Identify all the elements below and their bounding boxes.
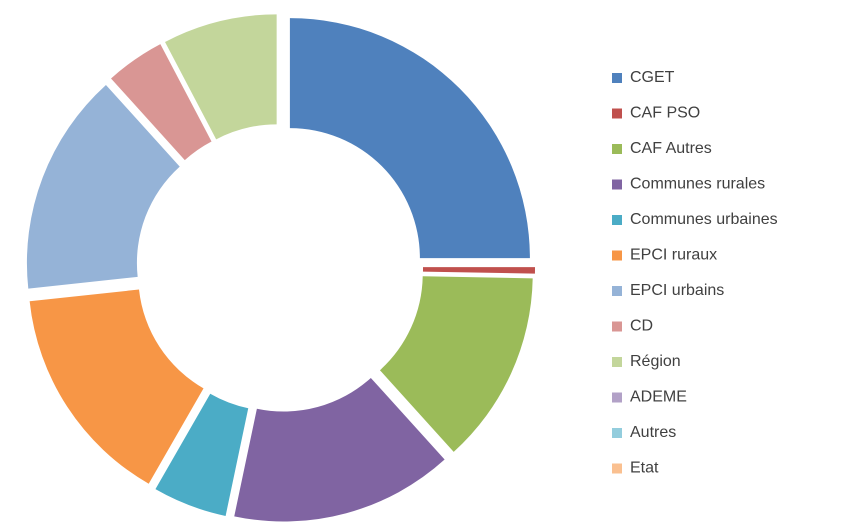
legend-label: Communes urbaines — [630, 211, 778, 228]
legend-label: EPCI urbains — [630, 282, 724, 299]
legend-label: CAF PSO — [630, 105, 700, 122]
legend-swatch — [612, 321, 622, 332]
donut-segment — [234, 377, 445, 522]
donut-segment — [111, 44, 212, 161]
legend-label: EPCI ruraux — [630, 247, 717, 264]
legend-swatch — [612, 250, 622, 261]
legend-swatch — [612, 215, 622, 225]
donut-segment — [26, 84, 180, 289]
legend-label: Région — [630, 353, 681, 370]
legend-label: Communes rurales — [630, 176, 765, 193]
legend-label: Etat — [630, 460, 659, 477]
legend-label: ADEME — [630, 389, 687, 406]
donut-segment — [422, 267, 535, 274]
legend-label: CAF Autres — [630, 140, 712, 157]
legend-swatch — [612, 179, 622, 190]
legend-label: CD — [630, 318, 653, 335]
donut-segment — [29, 289, 204, 484]
donut-segment — [379, 276, 533, 452]
donut-segment — [155, 393, 249, 516]
legend-swatch — [612, 428, 622, 438]
legend-label: CGET — [630, 69, 675, 86]
legend-swatch — [612, 144, 622, 154]
legend-swatch — [612, 357, 622, 367]
legend-swatch — [612, 73, 622, 83]
legend-swatch — [612, 286, 622, 296]
donut-segment — [165, 14, 277, 140]
donut-segment — [289, 18, 530, 259]
legend-label: Autres — [630, 424, 676, 441]
legend-swatch — [612, 392, 622, 403]
legend-swatch — [612, 108, 622, 119]
legend-swatch — [612, 463, 622, 474]
